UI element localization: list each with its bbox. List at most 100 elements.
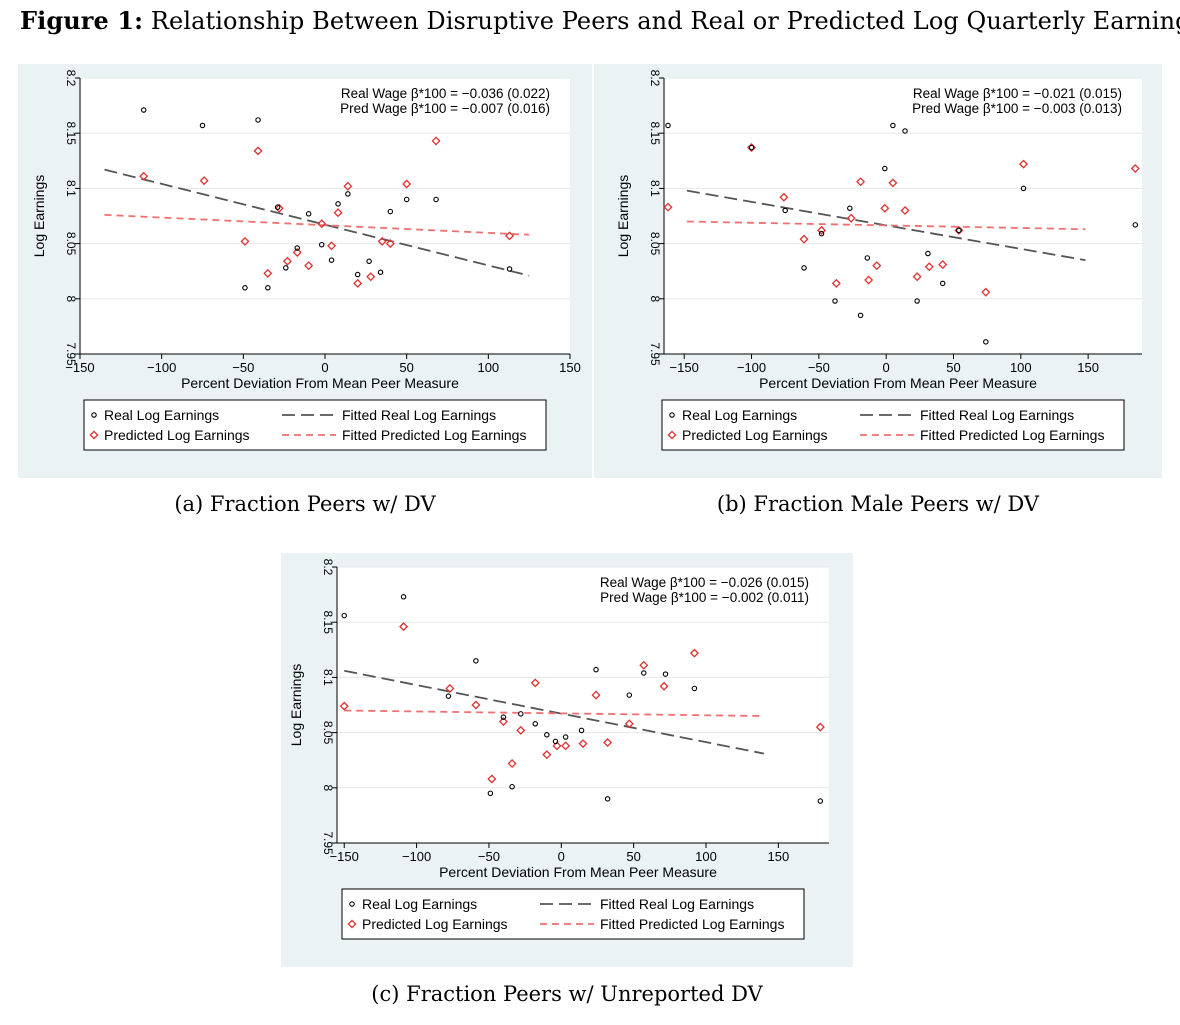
real-point <box>500 714 507 720</box>
real-point <box>593 666 599 673</box>
pred-point <box>343 181 353 191</box>
pred-point <box>399 622 409 632</box>
pred-point <box>431 136 441 146</box>
pred-point <box>689 648 699 658</box>
real-point <box>335 201 341 207</box>
caption-c: (c) Fraction Peers w/ Unreported DV <box>371 982 763 1006</box>
pred-point <box>339 701 349 711</box>
real-point <box>1020 185 1027 192</box>
pred-point <box>864 275 874 285</box>
y-tick-label: 8.15 <box>321 611 335 635</box>
y-tick-label: 8.2 <box>64 70 78 87</box>
figure-title: Figure 1: Relationship Between Disruptiv… <box>20 6 1180 35</box>
legend-fit-pred-label: Fitted Predicted Log Earnings <box>600 916 784 932</box>
real-point <box>847 205 853 212</box>
y-tick-label: 8.15 <box>648 122 662 146</box>
real-point <box>487 790 494 797</box>
chart-panel-b: 7.95 8 8.05 8.1 8.15 8.2 −150 −100 −50 0 50 100 150 P… <box>594 64 1162 478</box>
real-point <box>882 165 888 172</box>
plot-area <box>337 567 829 843</box>
pred-point <box>856 177 866 187</box>
pred-point <box>938 260 948 270</box>
legend-fit-real-label: Fitted Real Log Earnings <box>342 407 496 423</box>
pred-point <box>880 203 890 213</box>
annotation-pred-wage: Pred Wage β*100 = −0.003 (0.013) <box>912 101 1122 116</box>
real-point <box>748 144 755 151</box>
real-point <box>544 732 550 738</box>
real-point <box>387 208 394 215</box>
y-tick-label: 7.95 <box>321 831 335 855</box>
legend-real-label: Real Log Earnings <box>682 407 797 423</box>
pred-point <box>561 741 571 751</box>
real-point <box>506 266 513 272</box>
real-point <box>832 298 838 304</box>
x-tick-label: 0 <box>558 849 565 864</box>
x-tick-label: −100 <box>737 360 766 375</box>
real-point <box>914 298 920 304</box>
pred-point <box>445 683 455 693</box>
x-tick-label: −150 <box>330 849 359 864</box>
pred-point <box>240 236 250 246</box>
real-point <box>433 196 439 203</box>
real-point <box>801 265 807 271</box>
fitted-pred-line <box>686 220 1086 231</box>
legend-real-marker <box>349 901 355 907</box>
real-point <box>1132 222 1139 228</box>
y-tick-label: 8.1 <box>648 180 662 197</box>
x-tick-label: −100 <box>147 360 176 375</box>
real-point <box>604 796 611 802</box>
annotation-pred-wage: Pred Wage β*100 = −0.007 (0.016) <box>340 101 550 116</box>
x-tick-label: −50 <box>478 849 500 864</box>
fitted-pred-line <box>104 213 530 236</box>
fitted-real-line <box>686 189 1086 262</box>
x-tick-label: 100 <box>1010 360 1032 375</box>
pred-point <box>333 208 343 218</box>
real-point <box>403 196 410 203</box>
y-tick-label: 8.1 <box>321 669 335 686</box>
pred-point <box>253 146 263 156</box>
real-point <box>140 107 147 113</box>
pred-point <box>516 725 526 735</box>
legend-pred-label: Predicted Log Earnings <box>682 427 828 443</box>
y-tick-label: 7.95 <box>64 342 78 366</box>
pred-point <box>846 213 856 223</box>
pred-point <box>366 272 376 282</box>
real-point <box>641 670 647 676</box>
real-point <box>983 339 989 345</box>
pred-point <box>1018 159 1029 169</box>
legend-pred-marker <box>347 919 357 929</box>
real-point <box>626 692 633 698</box>
legend-pred-marker <box>89 430 99 440</box>
real-point <box>578 727 585 734</box>
real-point <box>255 117 261 123</box>
figure-label: Figure 1: <box>20 6 144 35</box>
pred-point <box>912 272 922 282</box>
y-tick-label: 8.15 <box>64 122 78 146</box>
real-point <box>782 207 788 214</box>
x-tick-label: 150 <box>559 360 581 375</box>
pred-point <box>282 256 292 266</box>
real-point <box>445 693 452 699</box>
real-point <box>366 258 372 265</box>
x-axis-label: Percent Deviation From Mean Peer Measure <box>759 375 1037 391</box>
x-tick-label: 50 <box>946 360 960 375</box>
pred-point <box>317 219 327 229</box>
pred-point <box>591 690 601 700</box>
legend-pred-marker <box>667 430 677 440</box>
real-point <box>925 250 931 257</box>
legend-real-marker <box>669 412 675 418</box>
real-point <box>274 204 281 210</box>
y-tick-label: 8.2 <box>321 559 335 576</box>
real-point <box>817 798 824 804</box>
pred-point <box>817 225 827 235</box>
real-point <box>305 211 312 217</box>
real-point <box>199 122 206 129</box>
x-tick-label: 50 <box>399 360 413 375</box>
x-tick-label: 100 <box>695 849 717 864</box>
pred-point <box>872 261 882 271</box>
pred-point <box>799 234 809 244</box>
annotation-real-wage: Real Wage β*100 = −0.036 (0.022) <box>341 86 550 101</box>
pred-point <box>900 205 910 215</box>
x-tick-label: 150 <box>768 849 790 864</box>
y-tick-label: 7.95 <box>648 342 662 366</box>
